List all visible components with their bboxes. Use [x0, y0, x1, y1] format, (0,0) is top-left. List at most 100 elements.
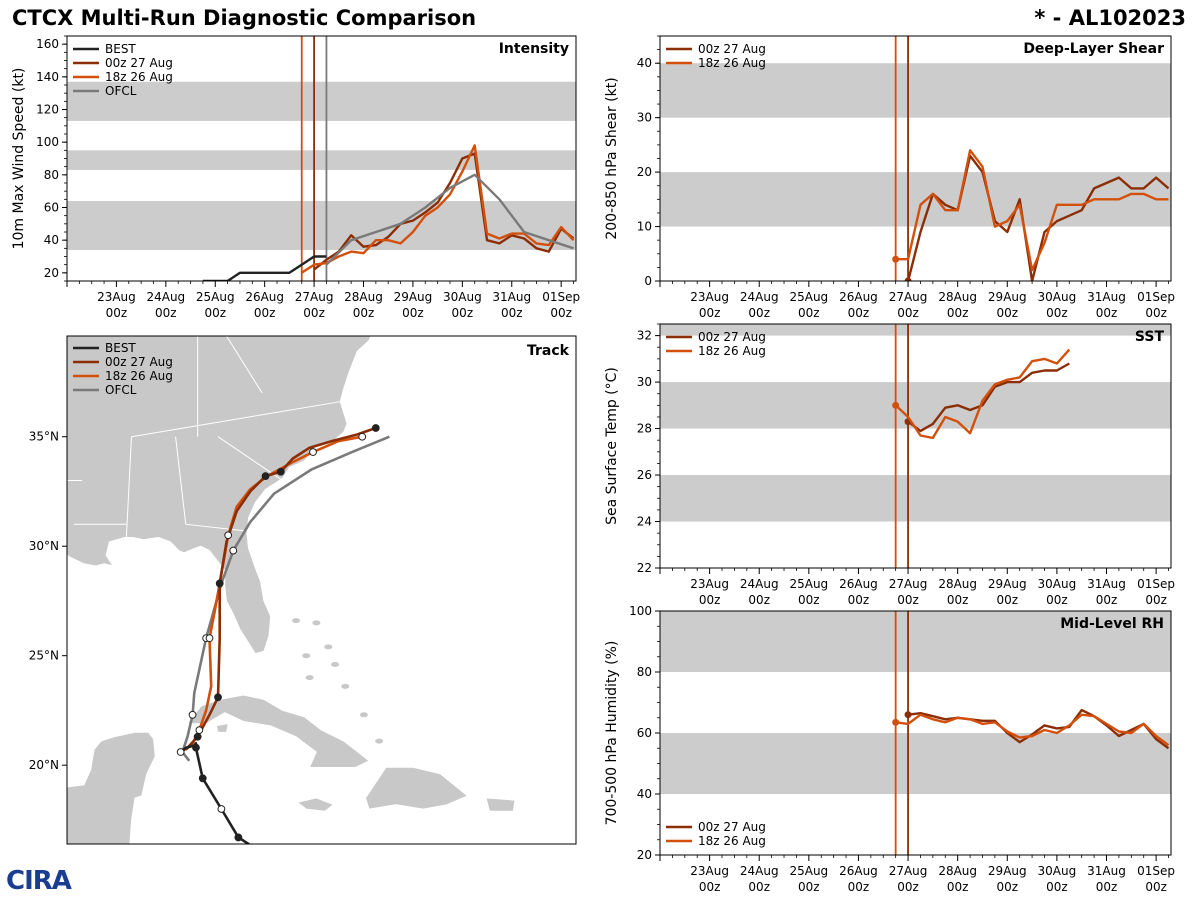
x-tick-label-date: 31Aug — [492, 290, 531, 304]
best-track-marker — [192, 743, 200, 752]
x-tick-label-date: 30Aug — [1038, 577, 1077, 591]
x-tick-label-hour: 00z — [996, 593, 1018, 607]
y-tick-label: 60 — [637, 726, 652, 740]
x-tick-label-date: 28Aug — [938, 290, 977, 304]
x-tick-label-hour: 00z — [996, 306, 1018, 320]
intensity-band — [67, 81, 576, 121]
x-tick-label-hour: 00z — [748, 306, 770, 320]
x-tick-label-date: 27Aug — [889, 864, 928, 878]
legend-label: 18z 26 Aug — [105, 70, 173, 84]
x-tick-label-date: 30Aug — [1038, 864, 1077, 878]
y-tick-label: 24 — [637, 515, 652, 529]
land-bahamas-island — [359, 712, 368, 718]
x-tick-label-date: 30Aug — [443, 290, 482, 304]
sst-panel: 22 24 26 28 30 32 23Aug 00z 24Aug 00z 25Aug 00z 26Au… — [604, 323, 1175, 607]
x-tick-label-date: 31Aug — [1087, 864, 1126, 878]
cira-logo: CIRA — [6, 866, 72, 896]
x-tick-label-hour: 00z — [798, 880, 820, 894]
track-position-marker — [276, 467, 285, 476]
x-tick-label-hour: 00z — [501, 306, 523, 320]
x-tick-label-date: 01Sep — [542, 290, 580, 304]
rh-band — [660, 611, 1171, 672]
x-tick-label-date: 28Aug — [938, 577, 977, 591]
x-tick-label-date: 25Aug — [196, 290, 235, 304]
intensity-series-ofcl — [325, 173, 574, 266]
land-bahamas-island — [305, 675, 314, 681]
best-track-marker — [176, 748, 185, 756]
x-tick-label-hour: 00z — [353, 306, 375, 320]
y-tick-label: 0 — [644, 274, 652, 288]
shear-init-marker — [904, 277, 912, 281]
y-tick-label: 60 — [44, 201, 59, 215]
x-tick-label-hour: 00z — [1096, 880, 1118, 894]
x-tick-label-date: 25Aug — [789, 290, 828, 304]
legend-label: 18z 26 Aug — [698, 56, 766, 70]
x-tick-label-date: 31Aug — [1087, 290, 1126, 304]
x-tick-label-date: 30Aug — [1038, 290, 1077, 304]
x-tick-label-hour: 00z — [897, 880, 919, 894]
lat-tick-label: 20°N — [29, 758, 59, 772]
land-isla-juventud — [215, 723, 229, 733]
track-position-marker — [309, 448, 317, 456]
state-border — [131, 401, 341, 438]
land-hispaniola — [365, 767, 469, 810]
x-tick-label-date: 27Aug — [889, 290, 928, 304]
y-tick-label: 80 — [637, 665, 652, 679]
track-position-marker — [193, 732, 202, 741]
legend-label: 00z 27 Aug — [105, 355, 173, 369]
x-tick-label-date: 29Aug — [394, 290, 433, 304]
x-tick-label-date: 26Aug — [245, 290, 284, 304]
shear-init-marker — [892, 255, 900, 263]
x-tick-label-hour: 00z — [155, 306, 177, 320]
x-tick-label-hour: 00z — [402, 306, 424, 320]
lat-tick-label: 30°N — [29, 539, 59, 553]
x-tick-label-date: 29Aug — [988, 864, 1027, 878]
intensity-panel: 20 40 60 80 100 120 140 160 23Aug 00z 24Aug 00z 25Au… — [11, 35, 580, 320]
y-tick-label: 100 — [629, 604, 652, 618]
x-tick-label-date: 28Aug — [344, 290, 383, 304]
land-bahamas-island — [302, 653, 311, 659]
x-tick-label-hour: 00z — [798, 306, 820, 320]
land-bahamas-island — [341, 683, 350, 689]
x-tick-label-hour: 00z — [699, 306, 721, 320]
legend-label: 18z 26 Aug — [105, 369, 173, 383]
x-tick-label-date: 23Aug — [690, 864, 729, 878]
x-tick-label-hour: 00z — [848, 306, 870, 320]
x-tick-label-date: 01Sep — [1137, 290, 1175, 304]
best-track-marker — [234, 833, 243, 842]
track-line-run00z — [180, 426, 377, 754]
x-tick-label-hour: 00z — [947, 880, 969, 894]
land-north-america — [67, 336, 441, 654]
x-tick-label-date: 31Aug — [1087, 577, 1126, 591]
x-tick-label-hour: 00z — [1145, 880, 1167, 894]
x-tick-label-hour: 00z — [1046, 306, 1068, 320]
sst-band — [660, 382, 1171, 429]
track-position-marker — [261, 472, 270, 481]
x-tick-label-hour: 00z — [204, 306, 226, 320]
legend-label: BEST — [105, 341, 136, 355]
y-tick-label: 22 — [637, 561, 652, 575]
sst-title: SST — [1135, 329, 1165, 345]
y-tick-label: 40 — [44, 233, 59, 247]
legend-label: 00z 27 Aug — [105, 56, 173, 70]
legend-label: 00z 27 Aug — [698, 330, 766, 344]
land-bahamas-island — [324, 644, 333, 650]
track-position-marker — [224, 531, 233, 540]
x-tick-label-date: 24Aug — [740, 577, 779, 591]
shear-band — [660, 172, 1171, 227]
intensity-series-best — [202, 255, 327, 281]
best-track-marker — [198, 774, 207, 783]
page-title: CTCX Multi-Run Diagnostic Comparison — [12, 6, 477, 30]
land-bahamas-island — [292, 618, 301, 624]
x-tick-label-hour: 00z — [848, 593, 870, 607]
x-tick-label-hour: 00z — [947, 593, 969, 607]
x-tick-label-date: 29Aug — [988, 577, 1027, 591]
x-tick-label-hour: 00z — [1145, 593, 1167, 607]
y-tick-label: 10 — [637, 220, 652, 234]
y-tick-label: 160 — [36, 37, 59, 51]
land-bahamas-island — [331, 661, 340, 667]
x-tick-label-hour: 00z — [1046, 593, 1068, 607]
y-tick-label: 20 — [637, 848, 652, 862]
x-tick-label-date: 26Aug — [839, 864, 878, 878]
